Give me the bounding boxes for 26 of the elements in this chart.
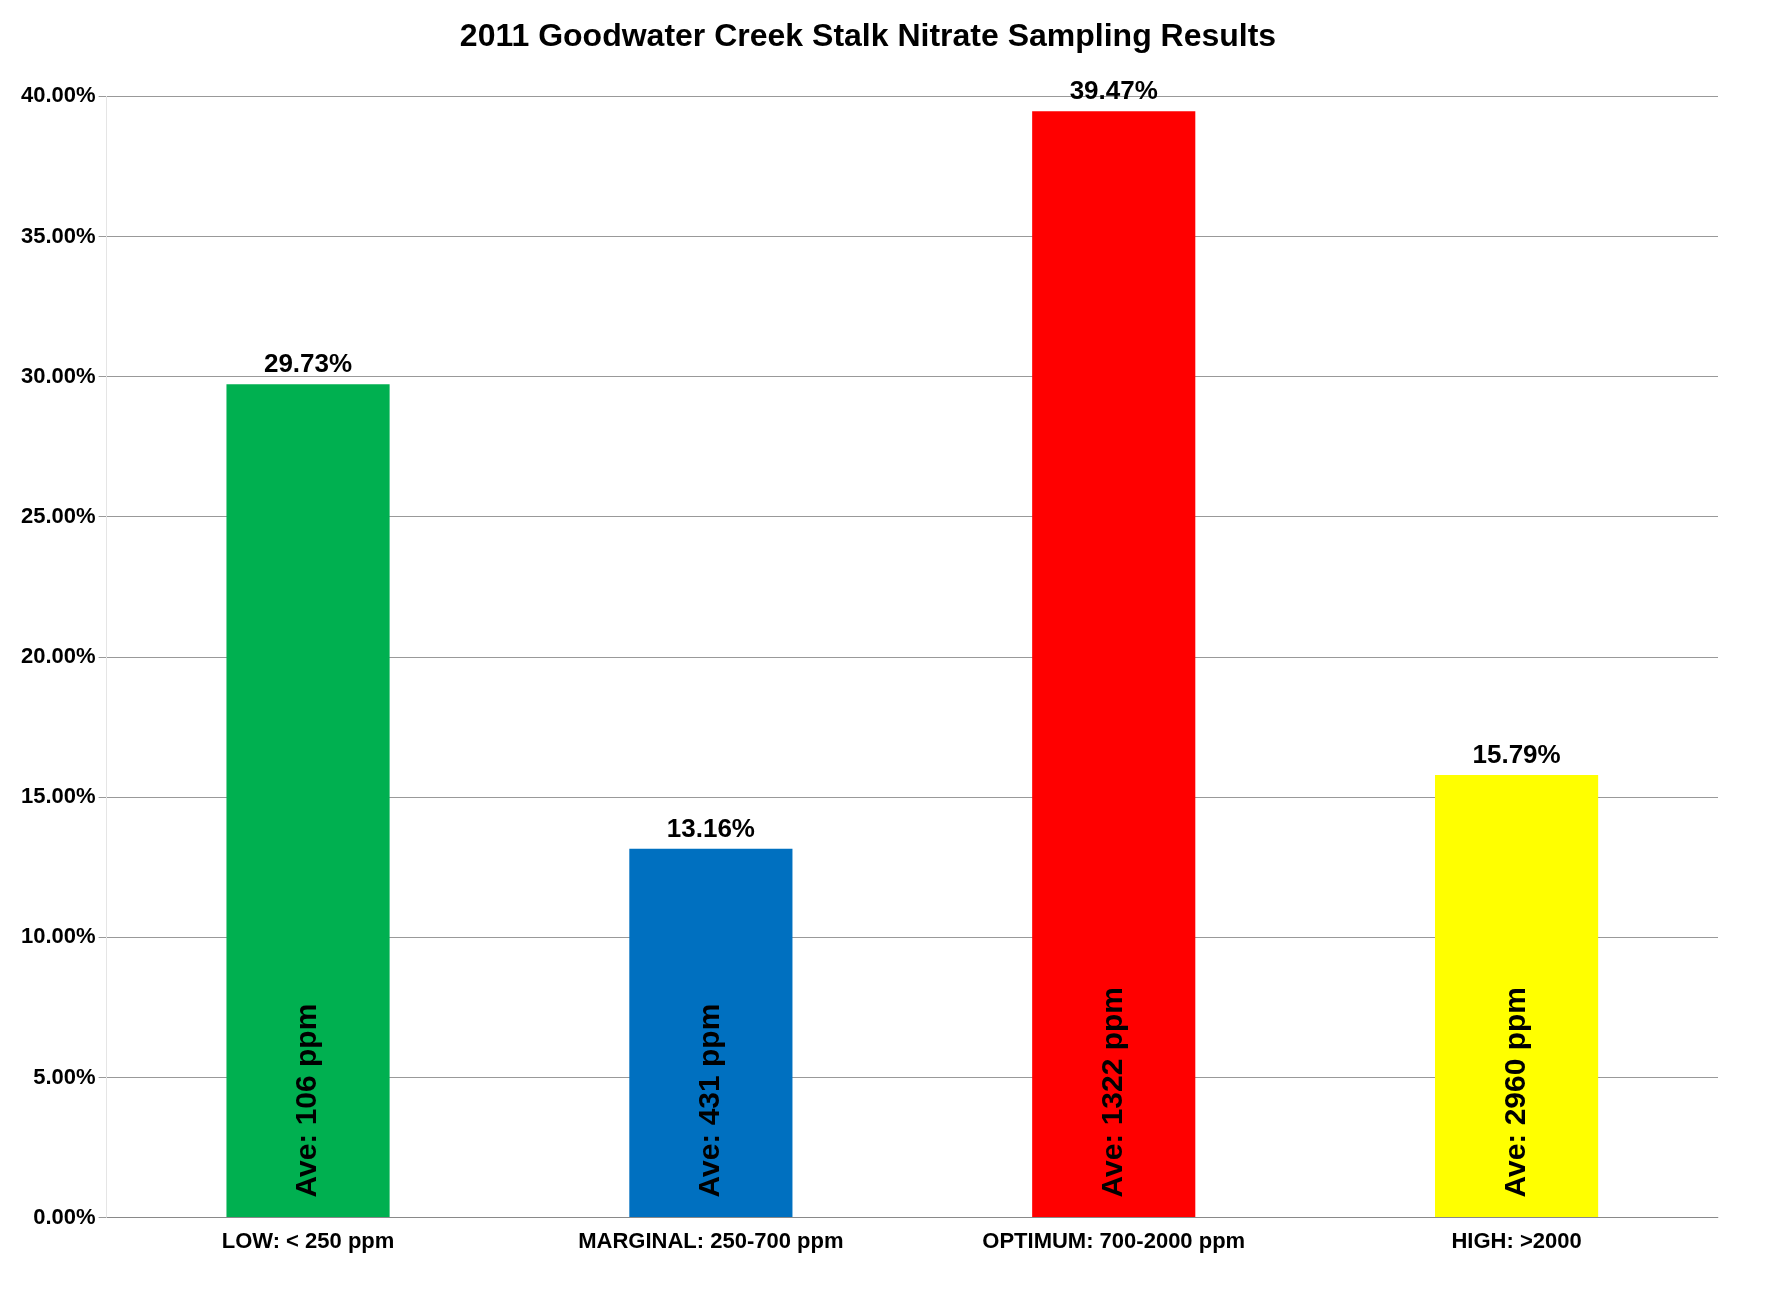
bar [629, 848, 793, 1218]
x-tick-label: OPTIMUM: 700-2000 ppm [982, 1227, 1246, 1253]
x-tick-label: LOW: < 250 ppm [221, 1227, 395, 1253]
y-tick-label: 0.00% [33, 1203, 96, 1229]
data-label: 13.16% [666, 812, 755, 843]
annotation: Ave: 2960 ppm [1497, 986, 1531, 1198]
y-tick-label: 5.00% [33, 1063, 96, 1089]
annotation: Ave: 431 ppm [692, 1003, 726, 1198]
x-tick-label: MARGINAL: 250-700 ppm [578, 1227, 844, 1253]
x-tick-label: HIGH: >2000 [1451, 1227, 1582, 1253]
y-tick-label: 25.00% [20, 502, 96, 528]
y-tick-label: 40.00% [20, 82, 96, 108]
chart-title: 2011 Goodwater Creek Stalk Nitrate Sampling Results [459, 17, 1277, 54]
data-label: 39.47% [1069, 75, 1158, 106]
y-tick-label: 30.00% [20, 362, 96, 388]
annotation: Ave: 106 ppm [289, 1003, 323, 1198]
y-tick-label: 20.00% [20, 643, 96, 669]
data-label: 15.79% [1472, 739, 1561, 770]
bar [226, 384, 390, 1218]
annotation: Ave: 1322 ppm [1095, 986, 1128, 1198]
bar [1032, 111, 1196, 1218]
y-tick-label: 15.00% [20, 783, 96, 809]
bar [1435, 775, 1599, 1218]
y-tick-label: 35.00% [20, 222, 96, 248]
y-tick-label: 10.00% [20, 923, 96, 949]
data-label: 29.73% [263, 348, 353, 379]
